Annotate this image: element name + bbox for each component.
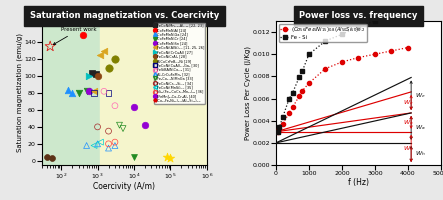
Point: [111, 141, 118, 144]
Fe - Si: [356, 25, 361, 28]
$(Co_{56}Fe_{45}Ni_{15})_{0.8}(Al_{50}Si_{50})_{0.2}$: [356, 56, 361, 59]
Point: [163, 155, 171, 158]
Point: [83, 144, 90, 147]
Point: [92, 72, 99, 75]
Text: Present work: Present work: [53, 27, 97, 45]
Fe - Si: [300, 70, 305, 72]
Point: [101, 49, 108, 52]
$(Co_{56}Fe_{45}Ni_{15})_{0.8}(Al_{50}Si_{50})_{0.2}$: [323, 67, 328, 70]
Line: Fe - Si: Fe - Si: [276, 0, 410, 134]
$(Co_{56}Fe_{45}Ni_{15})_{0.8}(Al_{50}Si_{50})_{0.2}$: [389, 50, 394, 52]
Text: $W_h$: $W_h$: [416, 149, 426, 158]
$(Co_{56}Fe_{45}Ni_{15})_{0.8}(Al_{50}Si_{50})_{0.2}$: [280, 123, 285, 125]
Point: [105, 146, 112, 150]
Line: $(Co_{56}Fe_{45}Ni_{15})_{0.8}(Al_{50}Si_{50})_{0.2}$: $(Co_{56}Fe_{45}Ni_{15})_{0.8}(Al_{50}Si…: [276, 46, 410, 134]
Point: [47, 45, 54, 48]
Fe - Si: [405, 1, 411, 3]
Fe - Si: [306, 53, 311, 55]
Point: [90, 144, 97, 147]
Fe - Si: [323, 40, 328, 42]
$(Co_{56}Fe_{45}Ni_{15})_{0.8}(Al_{50}Si_{50})_{0.2}$: [405, 46, 411, 49]
Fe - Si: [280, 116, 285, 119]
Fe - Si: [275, 131, 280, 133]
Point: [94, 142, 101, 145]
Point: [79, 34, 86, 37]
Point: [111, 144, 118, 147]
$(Co_{56}Fe_{45}Ni_{15})_{0.8}(Al_{50}Si_{50})_{0.2}$: [275, 131, 280, 133]
Fe - Si: [277, 126, 282, 129]
Point: [141, 124, 148, 127]
Point: [105, 91, 112, 95]
Point: [69, 91, 76, 95]
Point: [120, 127, 127, 130]
Point: [90, 90, 97, 93]
Point: [111, 104, 118, 107]
Text: $W_e$: $W_e$: [403, 98, 413, 107]
$(Co_{56}Fe_{45}Ni_{15})_{0.8}(Al_{50}Si_{50})_{0.2}$: [306, 82, 311, 84]
Point: [83, 90, 90, 93]
Point: [116, 124, 123, 127]
Point: [101, 90, 108, 93]
$(Co_{56}Fe_{45}Ni_{15})_{0.8}(Al_{50}Si_{50})_{0.2}$: [300, 90, 305, 92]
Legend: $(Co_{56}Fe_{45}Ni_{15})_{0.8}(Al_{50}Si_{50})_{0.2}$, Fe - Si: $(Co_{56}Fe_{45}Ni_{15})_{0.8}(Al_{50}Si…: [279, 24, 367, 42]
Point: [105, 130, 112, 133]
Point: [130, 106, 137, 109]
$(Co_{56}Fe_{45}Ni_{15})_{0.8}(Al_{50}Si_{50})_{0.2}$: [290, 106, 295, 109]
Title: Power loss vs. frequency: Power loss vs. frequency: [299, 11, 418, 20]
Point: [130, 155, 137, 158]
Point: [105, 66, 112, 69]
Y-axis label: Power Loss Per Cycle (J/Kg): Power Loss Per Cycle (J/Kg): [244, 46, 251, 140]
Point: [97, 53, 104, 56]
Point: [167, 157, 174, 160]
$(Co_{56}Fe_{45}Ni_{15})_{0.8}(Al_{50}Si_{50})_{0.2}$: [287, 112, 292, 114]
Point: [48, 157, 55, 160]
X-axis label: Coercivity (A/m): Coercivity (A/m): [93, 182, 155, 191]
$(Co_{56}Fe_{45}Ni_{15})_{0.8}(Al_{50}Si_{50})_{0.2}$: [296, 95, 302, 98]
Point: [43, 155, 50, 158]
Point: [88, 71, 95, 74]
Fe - Si: [339, 33, 345, 35]
Point: [105, 142, 112, 145]
Point: [75, 91, 82, 95]
$(Co_{56}Fe_{45}Ni_{15})_{0.8}(Al_{50}Si_{50})_{0.2}$: [339, 61, 345, 63]
Point: [64, 89, 71, 92]
Point: [86, 90, 93, 93]
Point: [86, 74, 93, 78]
Point: [90, 91, 97, 95]
Point: [94, 125, 101, 128]
Fe - Si: [372, 20, 377, 22]
Fe - Si: [389, 10, 394, 12]
Text: $W_a$: $W_a$: [416, 123, 426, 132]
Fe - Si: [296, 76, 302, 79]
Point: [97, 141, 104, 144]
Text: $W_e$: $W_e$: [416, 91, 426, 100]
Fe - Si: [287, 97, 292, 100]
Point: [111, 58, 118, 61]
$(Co_{56}Fe_{45}Ni_{15})_{0.8}(Al_{50}Si_{50})_{0.2}$: [372, 53, 377, 55]
Point: [94, 74, 101, 78]
Title: Saturation magnetization vs. Coercivity: Saturation magnetization vs. Coercivity: [30, 11, 219, 20]
Text: $W_a$: $W_a$: [403, 118, 413, 127]
X-axis label: f (Hz): f (Hz): [348, 178, 369, 187]
Y-axis label: Saturation magnetization (emu/g): Saturation magnetization (emu/g): [16, 33, 23, 152]
Fe - Si: [290, 92, 295, 94]
Text: $W_h$: $W_h$: [403, 144, 413, 153]
$(Co_{56}Fe_{45}Ni_{15})_{0.8}(Al_{50}Si_{50})_{0.2}$: [277, 128, 282, 130]
Legend: FeCoNiMn₀.₅₅Al₀.₂₅ [22, 23], CoFeMnNiAl [24], CoFeMnNiGa [24], CoFeMnNiCr [24], : FeCoNiMn₀.₅₅Al₀.₂₅ [22, 23], CoFeMnNiAl …: [154, 23, 205, 104]
